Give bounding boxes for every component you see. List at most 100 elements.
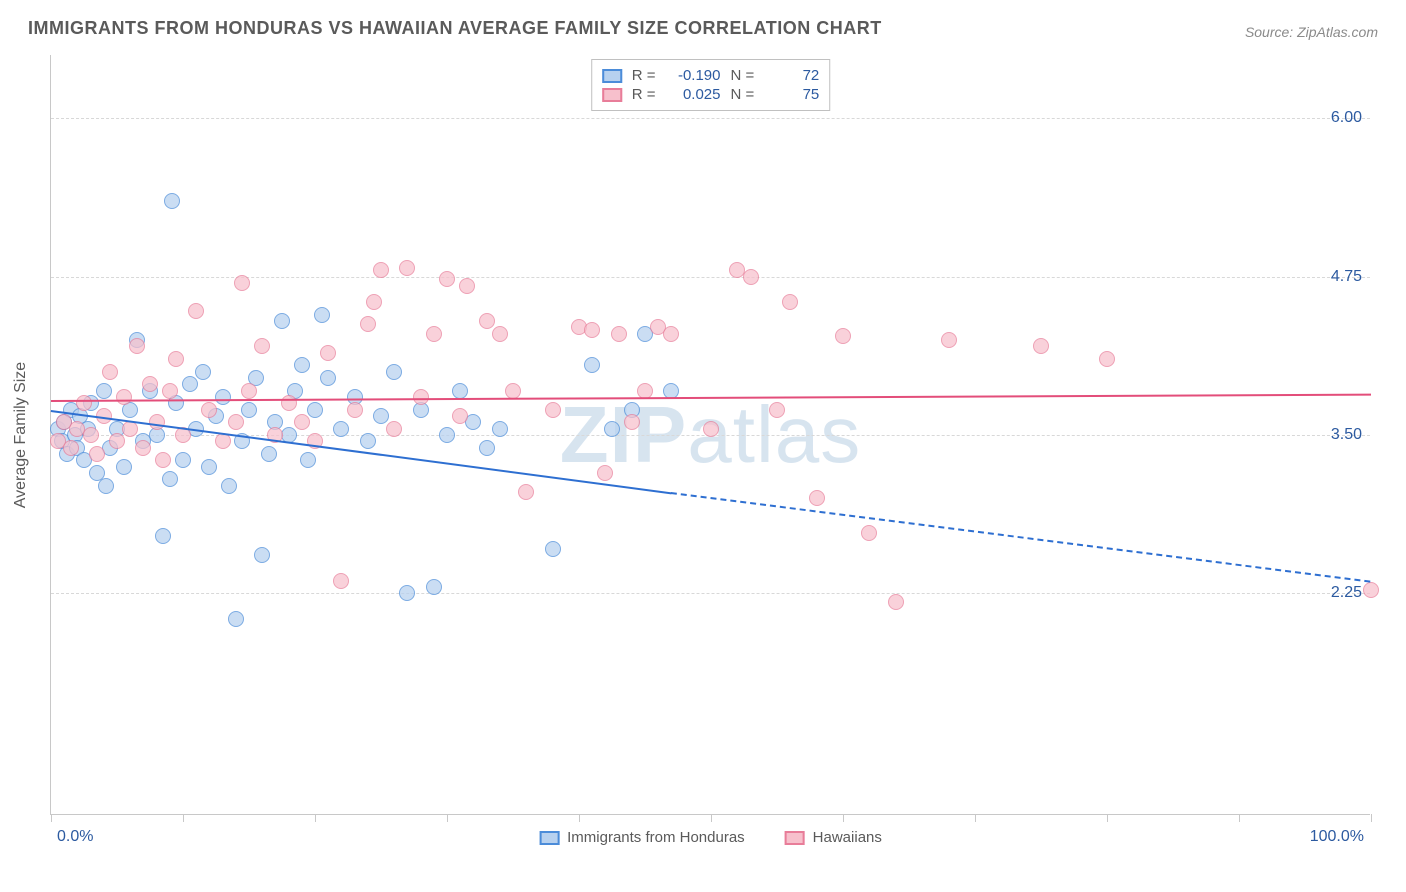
data-point-hawaiians — [89, 446, 105, 462]
data-point-hawaiians — [492, 326, 508, 342]
data-point-hawaiians — [142, 376, 158, 392]
x-tick — [843, 814, 844, 822]
n-label: N = — [731, 67, 755, 84]
gridline-h — [51, 118, 1370, 119]
legend-item-hawaiians: Hawaiians — [785, 829, 882, 846]
data-point-hawaiians — [155, 452, 171, 468]
data-point-honduras — [545, 541, 561, 557]
data-point-hawaiians — [102, 364, 118, 380]
data-point-hawaiians — [373, 262, 389, 278]
y-axis-title: Average Family Size — [12, 361, 30, 507]
data-point-hawaiians — [439, 271, 455, 287]
data-point-hawaiians — [241, 383, 257, 399]
data-point-honduras — [386, 364, 402, 380]
data-point-honduras — [261, 446, 277, 462]
data-point-hawaiians — [63, 440, 79, 456]
data-point-hawaiians — [399, 260, 415, 276]
data-point-hawaiians — [135, 440, 151, 456]
data-point-honduras — [307, 402, 323, 418]
data-point-hawaiians — [452, 408, 468, 424]
series-name-hawaiians: Hawaiians — [813, 829, 882, 846]
data-point-hawaiians — [129, 338, 145, 354]
data-point-honduras — [604, 421, 620, 437]
data-point-honduras — [360, 433, 376, 449]
data-point-honduras — [162, 471, 178, 487]
data-point-honduras — [228, 611, 244, 627]
data-point-hawaiians — [215, 433, 231, 449]
data-point-hawaiians — [83, 427, 99, 443]
data-point-hawaiians — [584, 322, 600, 338]
data-point-hawaiians — [1033, 338, 1049, 354]
x-tick — [1107, 814, 1108, 822]
data-point-hawaiians — [333, 573, 349, 589]
data-point-hawaiians — [1099, 351, 1115, 367]
data-point-hawaiians — [743, 269, 759, 285]
data-point-honduras — [333, 421, 349, 437]
data-point-hawaiians — [76, 395, 92, 411]
data-point-hawaiians — [1363, 582, 1379, 598]
r-value-honduras: -0.190 — [666, 67, 721, 84]
r-label: R = — [632, 86, 656, 103]
data-point-honduras — [241, 402, 257, 418]
data-point-hawaiians — [518, 484, 534, 500]
legend-item-honduras: Immigrants from Honduras — [539, 829, 745, 846]
x-tick — [183, 814, 184, 822]
data-point-honduras — [300, 452, 316, 468]
data-point-hawaiians — [426, 326, 442, 342]
y-tick-label: 3.50 — [1331, 426, 1362, 444]
data-point-hawaiians — [505, 383, 521, 399]
series-legend: Immigrants from Honduras Hawaiians — [539, 829, 882, 846]
data-point-hawaiians — [888, 594, 904, 610]
swatch-honduras — [602, 69, 622, 83]
correlation-legend: R = -0.190 N = 72 R = 0.025 N = 75 — [591, 59, 831, 111]
data-point-hawaiians — [320, 345, 336, 361]
data-point-honduras — [201, 459, 217, 475]
n-value-hawaiians: 75 — [764, 86, 819, 103]
x-tick — [579, 814, 580, 822]
data-point-hawaiians — [116, 389, 132, 405]
data-point-honduras — [96, 383, 112, 399]
data-point-honduras — [164, 193, 180, 209]
r-value-hawaiians: 0.025 — [666, 86, 721, 103]
data-point-hawaiians — [162, 383, 178, 399]
n-label: N = — [731, 86, 755, 103]
data-point-hawaiians — [941, 332, 957, 348]
chart-title: IMMIGRANTS FROM HONDURAS VS HAWAIIAN AVE… — [28, 18, 882, 39]
trendline-honduras-extrapolated — [671, 492, 1371, 583]
data-point-honduras — [254, 547, 270, 563]
x-tick — [711, 814, 712, 822]
swatch-honduras — [539, 831, 559, 845]
data-point-honduras — [175, 452, 191, 468]
data-point-hawaiians — [782, 294, 798, 310]
data-point-honduras — [98, 478, 114, 494]
data-point-honduras — [584, 357, 600, 373]
x-tick — [51, 814, 52, 822]
data-point-honduras — [274, 313, 290, 329]
data-point-hawaiians — [281, 395, 297, 411]
data-point-hawaiians — [168, 351, 184, 367]
legend-row-hawaiians: R = 0.025 N = 75 — [602, 86, 820, 103]
data-point-honduras — [294, 357, 310, 373]
data-point-honduras — [426, 579, 442, 595]
x-axis-min-label: 0.0% — [57, 828, 93, 846]
data-point-honduras — [182, 376, 198, 392]
data-point-honduras — [479, 440, 495, 456]
x-tick — [1371, 814, 1372, 822]
data-point-hawaiians — [188, 303, 204, 319]
y-tick-label: 6.00 — [1331, 109, 1362, 127]
data-point-hawaiians — [294, 414, 310, 430]
x-tick — [975, 814, 976, 822]
data-point-honduras — [452, 383, 468, 399]
data-point-hawaiians — [663, 326, 679, 342]
data-point-hawaiians — [386, 421, 402, 437]
data-point-hawaiians — [254, 338, 270, 354]
data-point-hawaiians — [809, 490, 825, 506]
data-point-honduras — [492, 421, 508, 437]
n-value-honduras: 72 — [764, 67, 819, 84]
x-axis-max-label: 100.0% — [1310, 828, 1364, 846]
r-label: R = — [632, 67, 656, 84]
data-point-honduras — [439, 427, 455, 443]
y-tick-label: 4.75 — [1331, 268, 1362, 286]
data-point-hawaiians — [835, 328, 851, 344]
swatch-hawaiians — [785, 831, 805, 845]
